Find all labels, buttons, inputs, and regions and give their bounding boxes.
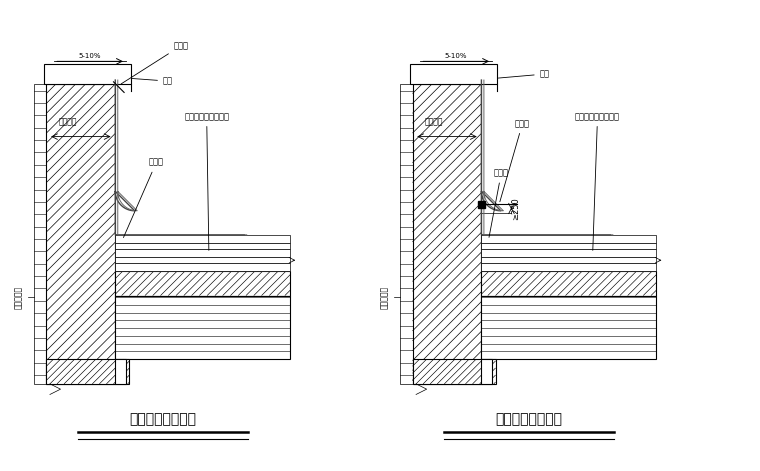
Bar bbox=[116, 249, 290, 257]
Bar bbox=[43, 64, 131, 83]
Bar bbox=[116, 257, 290, 263]
Bar bbox=[410, 64, 497, 83]
Bar bbox=[481, 296, 657, 359]
Text: 附加层: 附加层 bbox=[123, 158, 164, 237]
Text: 5-10%: 5-10% bbox=[445, 53, 467, 58]
Text: 女儿墙泛水（二）: 女儿墙泛水（二） bbox=[496, 412, 562, 426]
Text: 女儿墙厚: 女儿墙厚 bbox=[59, 117, 77, 126]
Text: 5-10%: 5-10% bbox=[79, 53, 101, 58]
Bar bbox=[478, 201, 485, 208]
Bar bbox=[481, 243, 657, 249]
Bar bbox=[116, 359, 126, 384]
Bar bbox=[116, 271, 290, 296]
Bar bbox=[401, 84, 413, 384]
Bar bbox=[34, 84, 46, 384]
Text: 密封膏: 密封膏 bbox=[500, 119, 530, 202]
Bar bbox=[413, 84, 481, 384]
Text: 屋面构造按工程设计: 屋面构造按工程设计 bbox=[575, 112, 620, 251]
Text: 女儿墙泛水（一）: 女儿墙泛水（一） bbox=[129, 412, 197, 426]
Bar bbox=[116, 296, 290, 359]
Text: 外墙饰面砖: 外墙饰面砖 bbox=[380, 286, 389, 309]
Text: 密封膏: 密封膏 bbox=[121, 41, 188, 84]
Bar bbox=[481, 235, 657, 243]
Bar bbox=[481, 359, 492, 384]
Text: 附加层: 附加层 bbox=[489, 169, 508, 237]
Text: ≥250: ≥250 bbox=[511, 197, 520, 220]
Bar bbox=[481, 249, 657, 257]
Text: 鹰嘴: 鹰嘴 bbox=[132, 77, 173, 86]
Bar bbox=[46, 84, 116, 384]
Bar bbox=[116, 263, 290, 271]
Bar bbox=[413, 359, 496, 384]
Bar bbox=[481, 257, 657, 263]
Text: 外墙饰面砖: 外墙饰面砖 bbox=[14, 286, 23, 309]
Bar bbox=[481, 271, 657, 296]
Text: 女儿墙厚: 女儿墙厚 bbox=[425, 117, 443, 126]
Text: 鹰嘴: 鹰嘴 bbox=[499, 70, 549, 79]
Text: 屋面构造按工程设计: 屋面构造按工程设计 bbox=[184, 112, 230, 251]
Bar bbox=[116, 243, 290, 249]
Bar bbox=[481, 263, 657, 271]
Bar bbox=[46, 359, 129, 384]
Bar bbox=[116, 235, 290, 243]
